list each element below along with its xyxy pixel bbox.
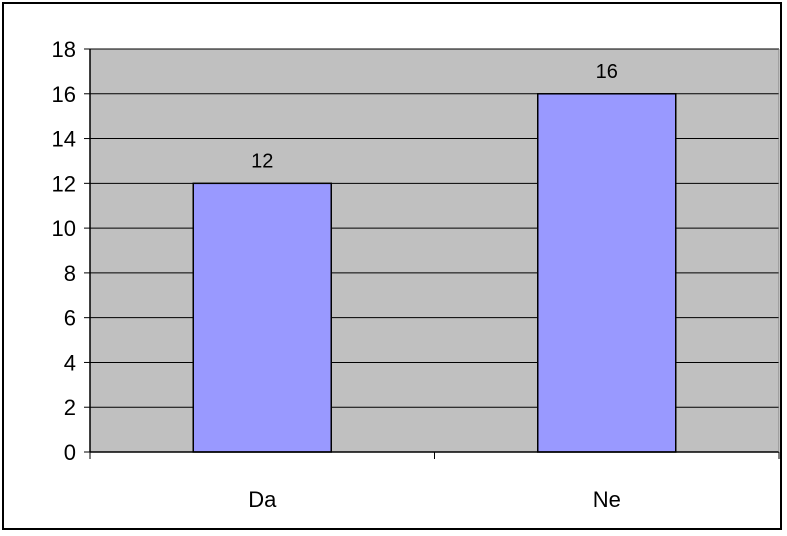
y-tick-label: 12 [52,171,76,196]
data-label: 16 [596,61,618,83]
bars [192,93,677,453]
y-tick-label: 14 [52,127,76,152]
bar-ne [537,93,677,453]
y-tick-label: 4 [64,350,76,375]
data-label: 12 [251,150,273,172]
y-tick-label: 18 [52,37,76,62]
axes [84,48,780,459]
y-tick-label: 0 [64,440,76,465]
y-tick-label: 8 [64,261,76,286]
y-tick-label: 2 [64,395,76,420]
y-tick-label: 16 [52,82,76,107]
data-labels: 12 16 [251,61,618,173]
y-tick-label: 6 [64,306,76,331]
y-tick-label: 10 [52,216,76,241]
x-tick-label: Da [248,487,277,512]
x-axis-tick-labels: Da Ne [248,487,621,512]
y-axis-tick-labels: 0 2 4 6 8 10 12 14 16 18 [52,37,76,465]
bar-da [192,182,332,453]
x-tick-label: Ne [593,487,621,512]
